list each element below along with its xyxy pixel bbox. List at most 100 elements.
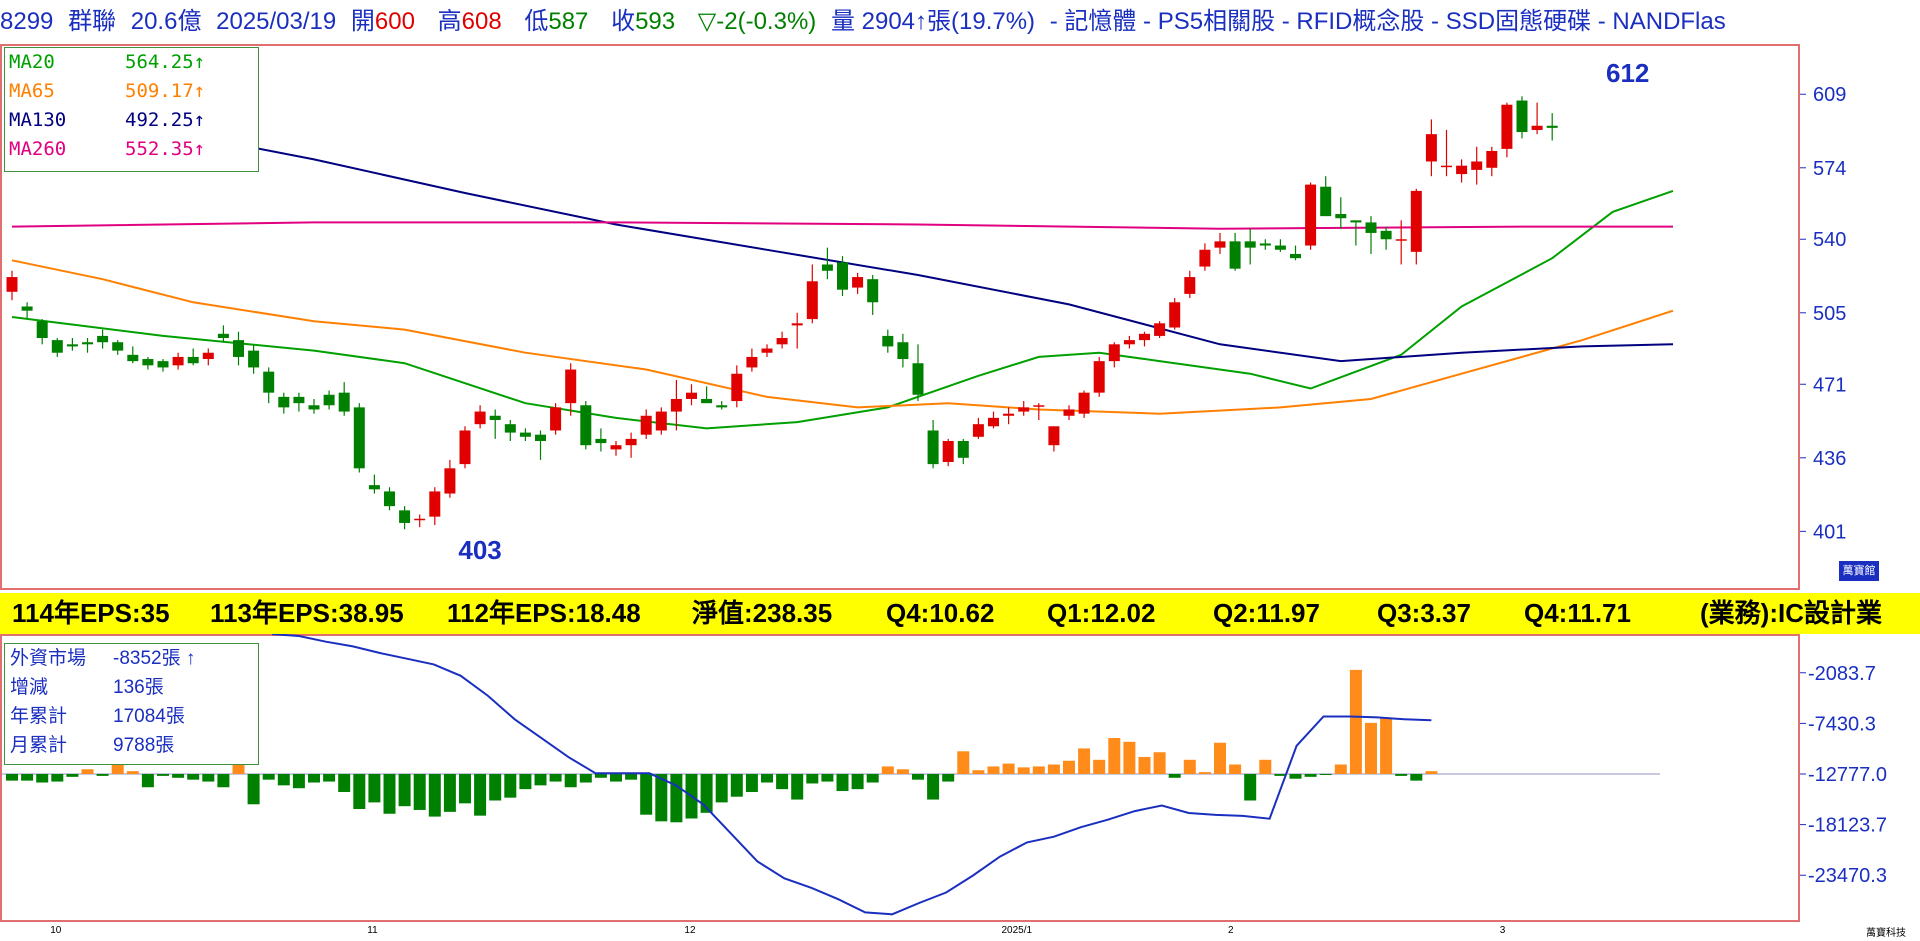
candle-body [51, 340, 63, 353]
candle-body [338, 392, 350, 412]
eps-bar: 114年EPS:35 113年EPS:38.95 112年EPS:18.48 淨… [0, 593, 1920, 634]
y-tick-label: -12777.0 [1808, 764, 1887, 786]
net-buy-bar [1289, 773, 1302, 779]
candle [444, 459, 456, 498]
net-buy-bar [972, 770, 985, 774]
candle-body [1108, 344, 1120, 362]
quarter-q3: Q3:3.37 [1377, 598, 1471, 628]
net-buy-bar [413, 773, 426, 810]
candle [625, 432, 637, 458]
candle [429, 487, 441, 526]
candle-body [112, 342, 124, 351]
ma-line-ma260 [11, 221, 1673, 230]
candle [610, 440, 622, 456]
candle [1259, 239, 1271, 250]
net-buy-bar [1168, 773, 1181, 778]
net-buy-bar [1138, 756, 1151, 774]
net-buy-bar [700, 773, 713, 813]
candle [1154, 321, 1166, 339]
net-buy-bar [1017, 767, 1030, 774]
net-buy-bar [821, 773, 834, 782]
net-buy-bar [504, 773, 517, 798]
candle-body [202, 352, 214, 360]
net-buy-bar [6, 773, 18, 781]
candle-body [1350, 220, 1362, 223]
candle-body [1365, 222, 1377, 233]
candle [1350, 220, 1362, 246]
candle-body [1516, 100, 1528, 133]
net-buy-bar [66, 773, 79, 777]
candle-body [565, 369, 577, 404]
net-buy-bar [927, 773, 940, 800]
net-buy-bar [564, 773, 577, 788]
candle-body [1441, 165, 1452, 168]
candle-body [1063, 409, 1075, 416]
net-buy-bar [670, 773, 683, 823]
price-chart-frame [0, 44, 1800, 590]
candle-body [1531, 125, 1543, 130]
net-buy-bar [81, 769, 94, 774]
quarter-q4-prev: Q4:10.62 [886, 598, 995, 628]
net-buy-bar [610, 773, 622, 782]
candle-body [1123, 340, 1135, 345]
candle-body [640, 415, 652, 435]
candle [278, 392, 290, 414]
inst-value: 9788張 [113, 735, 175, 756]
candle [1425, 119, 1437, 177]
candle-body [429, 491, 441, 517]
candle [353, 403, 365, 473]
candle [519, 428, 531, 441]
candle-body [278, 396, 290, 408]
institution-legend: 外資市場 -8352張 ↑ 增減 136張 年累計 17084張 月累計 9788張 [4, 643, 259, 765]
candle-body [1320, 186, 1332, 217]
candle-body [36, 321, 48, 339]
candle-body [142, 359, 154, 366]
inst-legend-row: 增減 136張 [5, 673, 258, 702]
candle-body [1018, 407, 1030, 412]
candle [21, 302, 33, 320]
net-buy-bar [1047, 764, 1060, 774]
candle-body [66, 344, 78, 347]
candle [746, 348, 758, 372]
candle [791, 312, 803, 349]
candle-body [414, 518, 426, 521]
net-buy-bar [1259, 759, 1272, 774]
candle [821, 247, 833, 280]
ma-value: 564.25↑ [125, 51, 206, 73]
candle [837, 256, 848, 296]
net-buy-bar [519, 773, 532, 790]
vendor-mark: 萬寶科技 [1866, 928, 1906, 939]
eps-114: 114年EPS:35 [12, 598, 170, 628]
candle [1274, 239, 1286, 252]
candle-body [444, 468, 456, 494]
candle [1214, 232, 1226, 254]
y-tick-label: 540 [1813, 229, 1846, 251]
candle [1380, 226, 1392, 250]
candle-body [716, 405, 728, 408]
candle-body [1229, 241, 1241, 269]
net-buy-bar [1274, 773, 1287, 776]
ma-legend-row: MA260 552.35↑ [5, 135, 258, 164]
y-tick-label: -18123.7 [1808, 815, 1887, 837]
net-buy-bar [1108, 738, 1121, 774]
net-buy-bar [1349, 669, 1362, 774]
inst-label: 增減 [10, 677, 49, 698]
candle-body [489, 415, 501, 420]
net-buy-bar [96, 773, 109, 776]
inst-label: 月累計 [10, 735, 68, 756]
candle-body [655, 411, 667, 431]
candle-body [852, 277, 864, 288]
candle [1108, 342, 1120, 368]
candle-body [1290, 253, 1301, 259]
candle-body [1305, 184, 1317, 246]
net-buy-bar [987, 766, 1000, 774]
ma-value: 509.17↑ [125, 80, 206, 102]
candle [127, 346, 139, 364]
candle-body [399, 510, 411, 523]
candle-body [97, 335, 109, 343]
eps-112: 112年EPS:18.48 [447, 598, 641, 628]
candle-body [1033, 405, 1045, 407]
net-buy-bar [1380, 718, 1393, 774]
candle-body [1486, 150, 1498, 168]
candle-body [535, 434, 546, 441]
